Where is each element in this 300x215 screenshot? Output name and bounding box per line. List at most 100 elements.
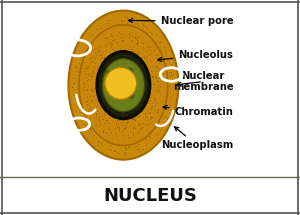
Point bbox=[101, 57, 106, 60]
Point bbox=[130, 132, 135, 135]
Point bbox=[119, 59, 124, 62]
Point bbox=[118, 107, 122, 110]
Point bbox=[140, 29, 145, 32]
Point bbox=[126, 120, 130, 124]
Point bbox=[123, 118, 128, 122]
Point bbox=[102, 101, 107, 105]
Point bbox=[94, 115, 98, 118]
Point bbox=[130, 60, 135, 64]
Point bbox=[77, 117, 82, 120]
Point bbox=[140, 113, 145, 116]
Point bbox=[92, 56, 97, 59]
Point bbox=[103, 78, 107, 81]
Point bbox=[146, 84, 151, 88]
Point bbox=[134, 132, 139, 135]
Point bbox=[132, 111, 137, 114]
Point bbox=[92, 46, 97, 50]
Point bbox=[159, 102, 164, 106]
Point bbox=[116, 66, 121, 69]
Point bbox=[86, 66, 91, 70]
Point bbox=[161, 45, 166, 49]
Point bbox=[110, 58, 115, 61]
Point bbox=[142, 25, 147, 28]
Point bbox=[158, 114, 163, 117]
Point bbox=[103, 37, 108, 40]
Point bbox=[117, 71, 122, 74]
Point bbox=[135, 75, 140, 78]
Point bbox=[157, 87, 161, 91]
Text: Nuclear pore: Nuclear pore bbox=[128, 16, 233, 26]
Point bbox=[145, 31, 150, 35]
Point bbox=[141, 68, 146, 71]
Point bbox=[139, 106, 143, 110]
Point bbox=[145, 110, 150, 114]
Point bbox=[94, 115, 98, 118]
Point bbox=[103, 63, 107, 66]
Point bbox=[153, 77, 158, 80]
Point bbox=[135, 147, 140, 151]
Point bbox=[118, 38, 122, 42]
Point bbox=[86, 84, 91, 88]
Point bbox=[86, 34, 91, 38]
Point bbox=[99, 98, 104, 102]
Point bbox=[122, 116, 127, 120]
Point bbox=[96, 118, 101, 122]
Point bbox=[97, 83, 102, 86]
Point bbox=[88, 74, 92, 77]
Point bbox=[131, 25, 136, 28]
Point bbox=[143, 120, 148, 123]
Point bbox=[132, 77, 137, 80]
Point bbox=[102, 105, 107, 109]
Point bbox=[131, 115, 136, 119]
Point bbox=[130, 131, 135, 134]
Point bbox=[158, 90, 163, 93]
Point bbox=[136, 130, 141, 133]
Point bbox=[111, 70, 116, 73]
Point bbox=[122, 123, 126, 127]
Point bbox=[104, 118, 109, 121]
Point bbox=[121, 66, 126, 69]
Point bbox=[137, 73, 142, 76]
Point bbox=[151, 82, 156, 86]
Point bbox=[150, 115, 155, 118]
Point bbox=[113, 105, 118, 108]
Point bbox=[117, 132, 122, 136]
Point bbox=[103, 135, 108, 138]
Point bbox=[142, 91, 147, 94]
Point bbox=[125, 117, 130, 121]
Point bbox=[88, 88, 93, 91]
Point bbox=[136, 23, 141, 26]
Point bbox=[142, 126, 147, 130]
Point bbox=[134, 85, 138, 88]
Point bbox=[96, 50, 101, 54]
Point bbox=[111, 69, 116, 73]
Point bbox=[116, 125, 120, 128]
Point bbox=[113, 149, 118, 153]
Point bbox=[114, 87, 118, 90]
Point bbox=[128, 43, 133, 47]
Point bbox=[123, 99, 128, 103]
Point bbox=[94, 104, 99, 108]
Point bbox=[71, 81, 76, 84]
Point bbox=[131, 52, 136, 56]
Point bbox=[124, 137, 129, 140]
Point bbox=[74, 69, 79, 73]
Point bbox=[116, 127, 121, 131]
Point bbox=[110, 105, 115, 109]
Point bbox=[93, 43, 98, 47]
Point bbox=[124, 124, 128, 127]
Point bbox=[84, 42, 89, 46]
Point bbox=[103, 89, 108, 92]
Point bbox=[159, 94, 164, 98]
Point bbox=[118, 86, 123, 90]
Point bbox=[147, 43, 152, 47]
Point bbox=[130, 101, 135, 104]
Point bbox=[86, 77, 91, 81]
Point bbox=[158, 113, 163, 116]
Point bbox=[88, 60, 93, 63]
Point bbox=[106, 113, 110, 116]
Point bbox=[161, 84, 166, 87]
Point bbox=[96, 130, 101, 134]
Point bbox=[131, 118, 136, 121]
Point bbox=[137, 62, 142, 65]
